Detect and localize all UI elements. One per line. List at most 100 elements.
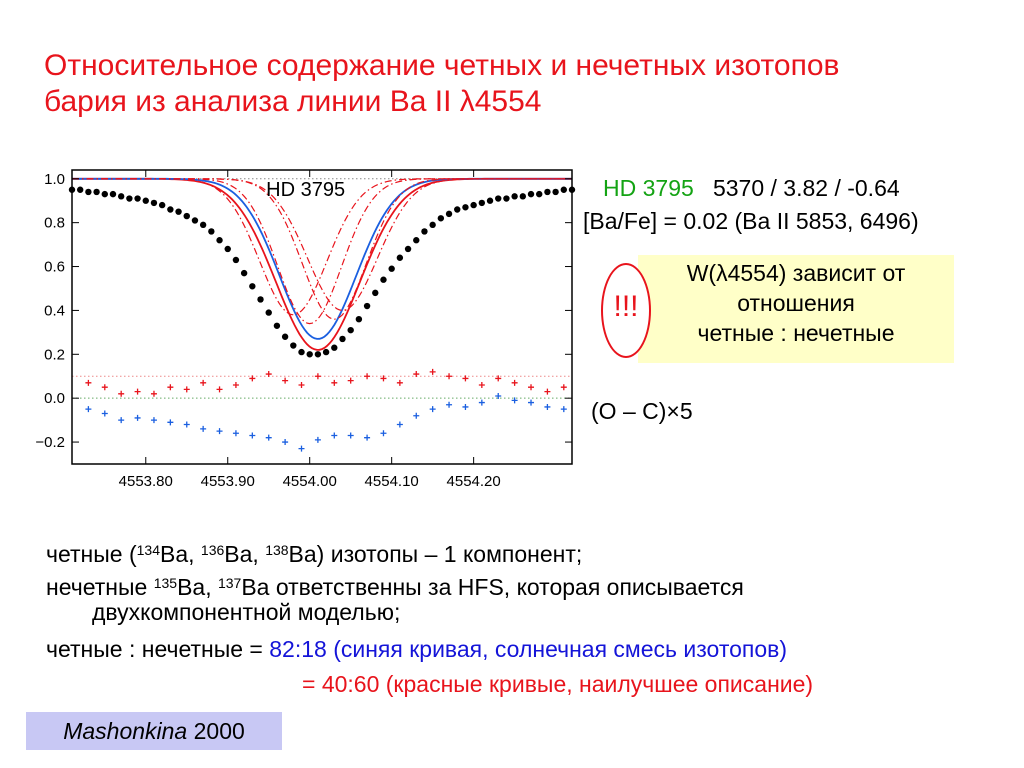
observed-point xyxy=(404,245,412,253)
residual-blue-point xyxy=(314,436,321,443)
residual-red-point xyxy=(216,386,223,393)
observed-point xyxy=(224,245,231,253)
residual-red-point xyxy=(396,379,403,386)
residual-blue-point xyxy=(118,417,125,424)
residual-blue-point xyxy=(216,428,223,435)
residual-blue-point xyxy=(364,434,371,441)
isotope-mass: 134 xyxy=(136,542,160,558)
residual-blue-point xyxy=(298,445,305,452)
observed-point xyxy=(527,190,535,198)
residual-blue-point xyxy=(200,425,207,432)
observed-point xyxy=(331,344,338,351)
residual-blue-point xyxy=(249,432,256,439)
residual-blue-point xyxy=(429,406,436,413)
observed-point xyxy=(298,348,305,356)
observed-point xyxy=(454,206,461,213)
text-fragment: Ba, xyxy=(177,574,218,600)
y-tick-label: 0.2 xyxy=(44,346,65,363)
observed-point xyxy=(199,221,207,229)
observed-point xyxy=(339,335,346,343)
star-name: HD 3795 xyxy=(603,175,694,201)
observed-point xyxy=(134,195,141,202)
observed-point xyxy=(462,204,469,211)
text-line-ratio-best: = 40:60 (красные кривые, наилучшее описа… xyxy=(302,671,814,697)
spectrum-chart: 1.0 0.8 0.6 0.4 0.2 0.0 −0.2 4553.80 4553.90 4554… xyxy=(35,169,576,490)
observed-point xyxy=(413,237,420,244)
residual-red-point xyxy=(560,384,567,391)
residual-red-point xyxy=(101,384,108,391)
observed-point xyxy=(306,351,313,358)
observed-point xyxy=(101,190,108,198)
residual-red-point xyxy=(314,373,321,380)
observed-point xyxy=(322,348,330,356)
residual-red-point xyxy=(380,375,387,382)
observed-point xyxy=(167,206,174,213)
residual-blue-point xyxy=(150,417,157,424)
residual-blue-point xyxy=(85,406,92,413)
x-tick-label: 4554.10 xyxy=(365,473,419,490)
residual-red-point xyxy=(85,379,92,386)
residual-blue-point xyxy=(347,432,354,439)
text-fragment: нечетные xyxy=(46,574,154,600)
residual-blue-point xyxy=(495,392,502,399)
note-line-3: четные : нечетные xyxy=(697,320,895,346)
observed-point xyxy=(347,326,354,334)
star-info: HD 3795 5370 / 3.82 / -0.64 xyxy=(603,173,900,203)
observed-point xyxy=(470,201,477,209)
residual-red-point xyxy=(150,390,157,397)
y-tick-label: 0.4 xyxy=(44,302,65,319)
text-fragment: Ba, xyxy=(159,541,201,567)
observed-point xyxy=(552,188,559,196)
observed-point xyxy=(503,195,510,202)
warning-oval xyxy=(601,263,651,358)
y-tick-label: 0.0 xyxy=(44,390,65,407)
text-fragment: Ba ответственны за HFS, которая описывае… xyxy=(241,574,744,600)
isotope-mass: 135 xyxy=(153,575,178,591)
title-line-2: бария из анализа линии Ba II λ4554 xyxy=(44,85,542,118)
observed-point xyxy=(478,199,486,207)
residual-blue-point xyxy=(183,421,190,428)
residual-red-point xyxy=(265,371,272,378)
observed-point xyxy=(495,195,502,202)
text-line-ratio-solar: четные : нечетные = 82:18 (синяя кривая,… xyxy=(46,635,787,663)
ba-fe-value: [Ba/Fe] = 0.02 (Ba II 5853, 6496) xyxy=(583,208,919,234)
residual-blue-point xyxy=(528,399,535,406)
residual-blue-point xyxy=(331,432,338,439)
text-fragment: четные : нечетные = xyxy=(46,636,270,662)
isotope-mass: 137 xyxy=(217,575,242,591)
residual-blue-point xyxy=(478,399,485,406)
residual-blue-point xyxy=(380,430,387,437)
warning-mark: !!! xyxy=(613,290,639,323)
observed-point xyxy=(560,186,568,193)
plot-frame xyxy=(71,169,573,465)
chart-title: HD 3795 xyxy=(266,179,345,201)
residual-blue-point xyxy=(265,434,272,441)
text-line-odd: нечетные 135Ba, 137Ba ответственны за HF… xyxy=(46,573,744,601)
residual-red-point xyxy=(364,373,371,380)
observed-point xyxy=(536,190,543,198)
residual-red-point xyxy=(167,384,174,391)
observed-point xyxy=(281,333,289,340)
residual-red-point xyxy=(118,390,125,397)
observed-point xyxy=(372,289,379,297)
residual-red-point xyxy=(413,371,420,378)
observed-point xyxy=(429,221,436,229)
residual-red-point xyxy=(134,388,141,395)
solar-ratio-text: 82:18 (синяя кривая, солнечная смесь изо… xyxy=(269,636,788,662)
reference-badge: Mashonkina 2000 xyxy=(26,712,282,750)
x-tick-label: 4554.00 xyxy=(283,473,337,490)
y-tick-label: 0.6 xyxy=(44,259,65,276)
x-tick-label: 4553.80 xyxy=(119,473,173,490)
observed-point xyxy=(216,237,223,244)
observed-point xyxy=(421,228,428,235)
text-fragment: Ba, xyxy=(224,541,266,567)
y-tick-label: 0.8 xyxy=(44,215,65,232)
residual-label: (O – C)×5 xyxy=(591,398,693,424)
observed-point xyxy=(175,208,182,215)
isotope-mass: 136 xyxy=(200,542,225,558)
observed-point xyxy=(314,351,322,358)
isotope-mass: 138 xyxy=(265,542,289,558)
residual-blue-point xyxy=(511,397,518,404)
residual-red-point xyxy=(495,375,502,382)
residual-red-point xyxy=(282,377,289,384)
